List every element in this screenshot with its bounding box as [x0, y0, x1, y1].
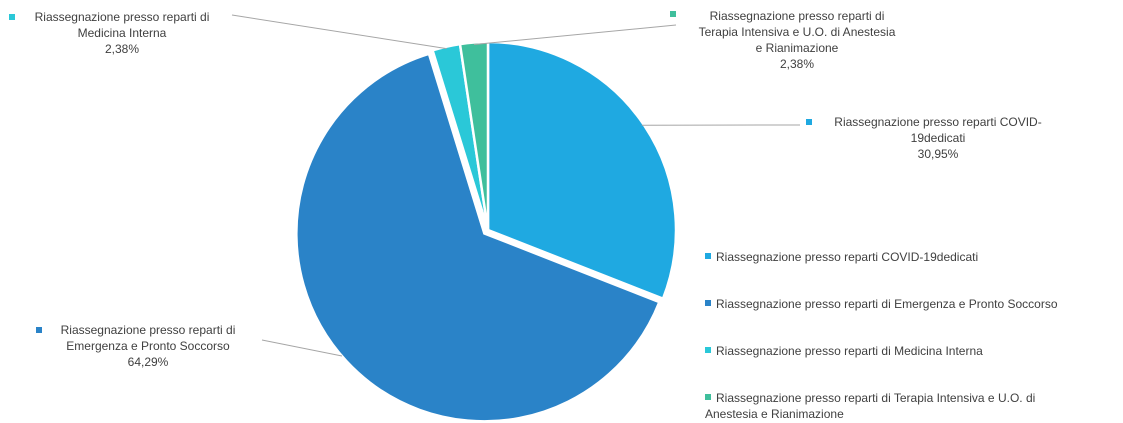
legend-label-covid: Riassegnazione presso reparti COVID-19de… [716, 250, 978, 264]
data-label-text-emergenza: Riassegnazione presso reparti di [61, 323, 236, 337]
legend-marker-emergenza [705, 300, 711, 306]
legend-marker-covid [705, 253, 711, 259]
callout-marker-medicina-interna [9, 14, 15, 20]
data-label-text-medicina-interna: Riassegnazione presso reparti di [35, 10, 210, 24]
callout-marker-terapia-intensiva [670, 11, 676, 17]
data-label-text-terapia-intensiva: Riassegnazione presso reparti di [710, 9, 885, 23]
data-labels: Riassegnazione presso reparti COVID- 19de… [9, 9, 1042, 369]
legend-label-medicina-interna: Riassegnazione presso reparti di Medicin… [716, 344, 983, 358]
data-label-text-terapia-intensiva: Terapia Intensiva e U.O. di Anestesia [699, 25, 896, 39]
callout-marker-emergenza [36, 327, 42, 333]
leader-lines [231, 14, 801, 357]
pie-slices [295, 40, 678, 423]
callout-marker-covid [806, 119, 812, 125]
data-label-text-medicina-interna: Medicina Interna [78, 26, 167, 40]
legend-label-emergenza: Riassegnazione presso reparti di Emergen… [716, 297, 1058, 311]
data-label-value-terapia-intensiva: 2,38% [780, 57, 814, 71]
data-label-text-covid: Riassegnazione presso reparti COVID- [834, 115, 1041, 129]
pie-slice-emergenza [295, 52, 661, 423]
legend: Riassegnazione presso reparti COVID-19de… [705, 250, 1058, 421]
leader-line-terapia-intensiva [474, 24, 677, 46]
legend-label-terapia-intensiva: Riassegnazione presso reparti di Terapia… [716, 391, 1035, 405]
data-label-text-terapia-intensiva: e Rianimazione [756, 41, 839, 55]
data-label-value-emergenza: 64,29% [128, 355, 169, 369]
data-label-text-emergenza: Emergenza e Pronto Soccorso [66, 339, 230, 353]
legend-marker-medicina-interna [705, 347, 711, 353]
data-label-value-medicina-interna: 2,38% [105, 42, 139, 56]
leader-line-medicina-interna [231, 14, 447, 50]
pie-slice-covid [486, 40, 678, 301]
legend-marker-terapia-intensiva [705, 394, 711, 400]
data-label-value-covid: 30,95% [918, 147, 959, 161]
leader-line-emergenza [261, 339, 343, 357]
data-label-text-covid: 19dedicati [911, 131, 966, 145]
pie-slice-terapia-intensiva [458, 40, 490, 231]
legend-label-terapia-intensiva: Anestesia e Rianimazione [705, 407, 844, 421]
